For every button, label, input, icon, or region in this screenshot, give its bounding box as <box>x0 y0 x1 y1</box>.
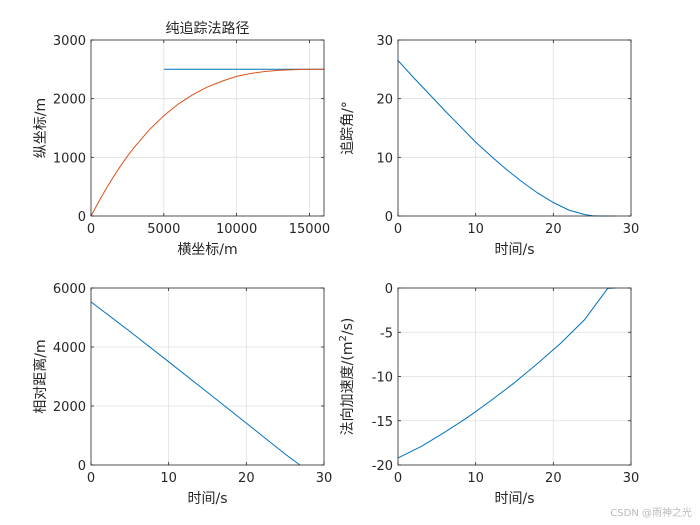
x-tick-label: 5000 <box>147 222 180 237</box>
x-tick-label: 20 <box>545 222 562 237</box>
series-line-pursuer <box>90 68 324 217</box>
x-tick-label: 30 <box>623 471 640 486</box>
y-axis-label: 相对距离/m <box>32 339 49 413</box>
axes-box <box>90 287 325 466</box>
y-tick-label: 3000 <box>53 34 86 49</box>
subplot-relative-distance: 0 10 20 30 0 2000 4000 6000 时间/s 相对距离/m <box>32 282 332 507</box>
x-axis-label: 时间/s <box>187 491 227 507</box>
y-tick-label: 30 <box>376 34 393 49</box>
series-line-acceleration <box>397 287 616 459</box>
x-tick-label: 30 <box>623 222 640 237</box>
series-line-distance <box>90 301 301 466</box>
y-tick-label: -20 <box>372 459 393 474</box>
y-tick-label: -10 <box>372 371 393 386</box>
x-tick-label: 10 <box>160 471 177 486</box>
y-tick-label: 0 <box>78 459 86 474</box>
y-tick-label: 2000 <box>53 93 86 108</box>
subplot-normal-acceleration: 0 10 20 30 -20 -15 -10 -5 0 时间/s 法向加速度/(m2/s) <box>338 282 639 507</box>
x-axis-label: 时间/s <box>494 242 534 258</box>
x-axis-label: 横坐标/m <box>177 242 237 258</box>
y-tick-label: -15 <box>372 415 393 430</box>
y-tick-label: 0 <box>385 282 393 297</box>
y-tick-label: 20 <box>376 93 393 108</box>
x-tick-label: 20 <box>545 471 562 486</box>
axes-box <box>397 39 632 217</box>
y-axis-label: 法向加速度/(m2/s) <box>338 318 356 436</box>
y-axis-label-sup: 2 <box>338 335 349 341</box>
x-tick-label: 20 <box>238 471 255 486</box>
y-axis-label: 纵坐标/m <box>33 98 49 158</box>
y-axis-label: 追踪角/° <box>340 101 356 155</box>
y-tick-label: -5 <box>380 326 393 341</box>
x-tick-label: 15000 <box>289 222 330 237</box>
y-tick-label: 4000 <box>53 341 86 356</box>
x-tick-label: 0 <box>394 471 402 486</box>
x-tick-label: 0 <box>394 222 402 237</box>
x-tick-label: 30 <box>316 471 333 486</box>
series-line-angle <box>397 60 616 217</box>
x-axis-label: 时间/s <box>494 491 534 507</box>
x-tick-label: 10 <box>467 222 484 237</box>
watermark: CSDN @雨神之光 <box>610 508 692 519</box>
y-tick-label: 10 <box>376 151 393 166</box>
y-tick-label: 2000 <box>53 400 86 415</box>
y-axis-label-prefix: 法向加速度/(m <box>340 342 356 436</box>
x-tick-label: 10000 <box>216 222 257 237</box>
x-tick-label: 0 <box>87 471 95 486</box>
y-tick-label: 0 <box>385 210 393 225</box>
y-tick-label: 6000 <box>53 282 86 297</box>
y-tick-label: 0 <box>78 210 86 225</box>
x-tick-label: 10 <box>467 471 484 486</box>
y-axis-label-suffix: /s) <box>340 318 356 335</box>
axes-box <box>90 39 325 217</box>
x-tick-label: 0 <box>87 222 95 237</box>
y-tick-label: 1000 <box>53 151 86 166</box>
subplot-pursuit-angle: 0 10 20 30 0 10 20 30 时间/s 追踪角/° <box>340 34 639 258</box>
chart-title: 纯追踪法路径 <box>166 21 250 37</box>
